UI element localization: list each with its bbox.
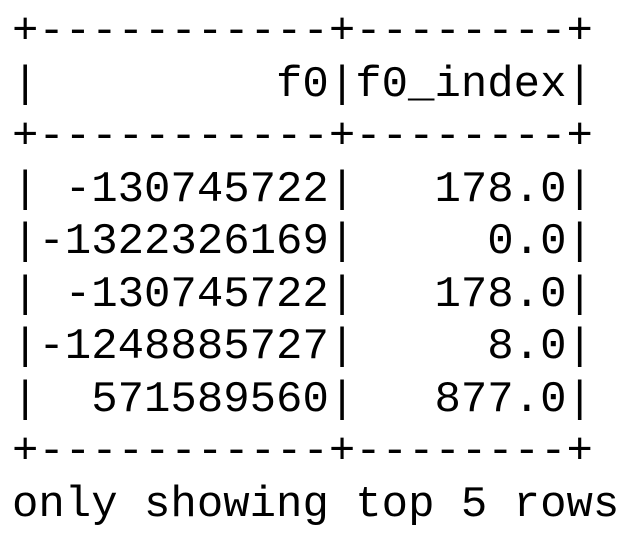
cell: f0 xyxy=(276,59,329,110)
table-border: +-----------+--------+ xyxy=(12,7,593,57)
separator: | xyxy=(566,59,593,110)
separator: | xyxy=(12,269,39,320)
cell: -1248885727 xyxy=(38,322,329,372)
separator: | xyxy=(12,164,39,215)
separator: | xyxy=(328,374,356,425)
console-output: +-----------+--------+ | f0 | f0_index | +----… xyxy=(12,6,619,531)
data-row: | -1322326169 | 0.0 | xyxy=(12,216,619,269)
footer-note: only showing top 5 rows xyxy=(12,479,620,530)
separator: | xyxy=(12,217,39,267)
data-row: | -130745722 | 178.0 | xyxy=(12,269,619,322)
cell: f0_index xyxy=(355,59,567,110)
cell: -1322326169 xyxy=(38,217,329,267)
separator: | xyxy=(12,322,39,372)
data-row: | -130745722 | 178.0 | xyxy=(12,164,619,217)
separator: | xyxy=(12,374,39,425)
separator: | xyxy=(328,164,356,215)
separator: | xyxy=(328,59,356,110)
cell: 178.0 xyxy=(434,164,567,215)
cell: -130745722 xyxy=(64,269,329,320)
table-border: +-----------+--------+ xyxy=(12,112,593,162)
cell: 8.0 xyxy=(487,322,567,372)
separator: | xyxy=(566,374,593,425)
data-row: | -1248885727 | 8.0 | xyxy=(12,321,619,374)
separator: | xyxy=(12,59,39,110)
data-row: | 571589560 | 877.0 | xyxy=(12,374,619,427)
header-row: | f0 | f0_index | xyxy=(12,59,619,112)
separator: | xyxy=(328,322,356,372)
separator: | xyxy=(566,322,593,372)
cell: 0.0 xyxy=(487,217,567,267)
separator: | xyxy=(328,269,356,320)
separator: | xyxy=(566,269,593,320)
cell: 571589560 xyxy=(91,374,329,425)
separator: | xyxy=(566,164,593,215)
cell: 877.0 xyxy=(434,374,567,425)
separator: | xyxy=(328,217,356,267)
cell: -130745722 xyxy=(64,164,329,215)
separator: | xyxy=(566,217,593,267)
cell: 178.0 xyxy=(434,269,567,320)
table-border: +-----------+--------+ xyxy=(12,427,593,477)
